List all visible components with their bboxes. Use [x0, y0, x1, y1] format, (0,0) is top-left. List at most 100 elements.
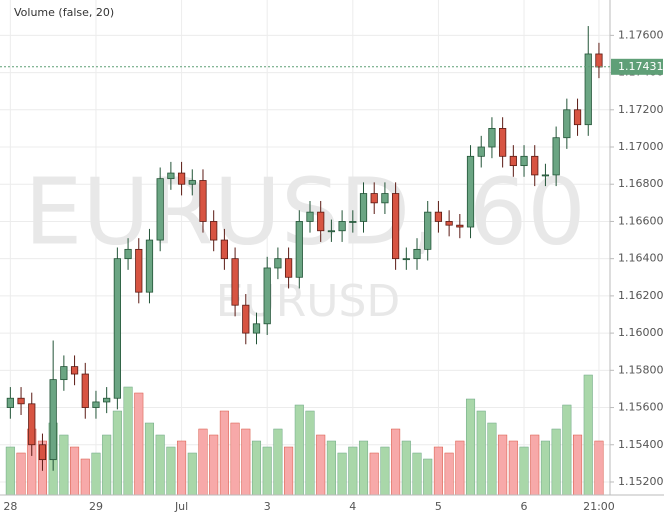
candle-body	[424, 211, 432, 250]
volume-bar	[455, 440, 465, 496]
x-tick-label: 6	[521, 500, 528, 513]
y-tick-label: 1.16600	[618, 214, 664, 227]
grid	[0, 0, 610, 495]
candle-body	[28, 403, 36, 446]
volume-bar	[508, 440, 518, 496]
candle-body	[488, 128, 496, 148]
volume-bar	[273, 428, 283, 496]
candle-body	[477, 146, 485, 157]
y-tick-label: 1.17600	[618, 28, 664, 41]
candle-body	[349, 221, 357, 223]
candle-body	[509, 155, 517, 167]
volume-bar	[16, 452, 26, 496]
candle-body	[381, 193, 389, 204]
candle-body	[252, 323, 261, 334]
candle-layer	[6, 26, 603, 471]
x-tick-label: 28	[3, 500, 17, 513]
volume-bar	[80, 458, 90, 496]
candle-body	[177, 172, 186, 185]
candle-body	[284, 258, 293, 278]
y-tick-label: 1.17000	[618, 140, 664, 153]
last-price-label: 1.17431	[618, 60, 664, 73]
candle-body	[231, 258, 239, 306]
volume-bar	[562, 404, 572, 496]
volume-bar	[423, 458, 433, 496]
candle-body	[584, 53, 592, 126]
y-tick-label: 1.16000	[618, 326, 664, 339]
volume-bar	[594, 440, 604, 496]
volume-bar	[91, 452, 101, 496]
volume-bar	[198, 428, 208, 496]
volume-bar	[487, 422, 497, 496]
volume-bar	[583, 374, 593, 496]
volume-bar	[391, 428, 401, 496]
volume-bar	[294, 404, 304, 496]
volume-bar	[519, 446, 529, 496]
y-tick-label: 1.17200	[618, 103, 664, 116]
candle-body	[188, 180, 196, 185]
volume-bar	[284, 446, 294, 496]
candle-body	[274, 258, 282, 269]
volume-bar	[433, 446, 443, 496]
volume-bar	[102, 434, 112, 496]
volume-bar	[5, 446, 15, 496]
volume-bar	[476, 410, 486, 496]
candle-body	[113, 258, 121, 399]
volume-bar	[209, 434, 219, 496]
x-tick-label: 5	[435, 500, 442, 513]
candle-body	[242, 304, 250, 334]
candle-body	[520, 155, 528, 167]
y-tick-label: 1.16400	[618, 252, 664, 265]
candle-body	[295, 221, 303, 278]
volume-bar	[144, 422, 155, 496]
x-tick-label: 21:00	[583, 500, 615, 513]
candle-body	[92, 401, 100, 408]
watermark: EURUSD, 60	[24, 158, 586, 265]
candle-body	[60, 366, 68, 381]
candle-body	[552, 137, 560, 176]
volume-bar	[123, 386, 133, 496]
candle-body	[17, 397, 25, 405]
volume-bar	[337, 452, 347, 496]
volume-bar	[465, 398, 476, 496]
candle-body	[338, 221, 346, 232]
volume-bar	[177, 440, 187, 496]
volume-bar	[412, 452, 422, 496]
last-price-box	[611, 58, 663, 75]
candle-body	[573, 109, 582, 126]
volume-bar	[358, 440, 369, 496]
y-tick-label: 1.15800	[618, 363, 664, 376]
volume-bar	[251, 440, 262, 496]
volume-bar	[134, 392, 144, 496]
candle-body	[434, 211, 443, 222]
candle-body	[124, 248, 132, 260]
volume-bar	[70, 446, 80, 496]
volume-layer	[5, 374, 604, 496]
candle-body	[359, 193, 368, 222]
y-tick-label: 1.15200	[618, 475, 664, 488]
volume-bar	[326, 440, 336, 496]
candle-body	[135, 248, 143, 293]
candle-body	[38, 444, 47, 461]
volume-bar	[112, 410, 122, 496]
volume-bar	[166, 446, 176, 496]
x-tick-label: 3	[264, 500, 271, 513]
candle-body	[220, 239, 228, 260]
volume-bar	[380, 446, 390, 496]
volume-bar	[498, 434, 508, 496]
volume-bar	[530, 434, 540, 496]
candle-body	[199, 180, 207, 222]
candle-body	[541, 174, 550, 177]
candle-body	[103, 397, 111, 403]
candle-body	[370, 193, 378, 204]
candle-body	[156, 178, 164, 241]
volume-bar	[305, 410, 315, 496]
y-tick-label: 1.16200	[618, 289, 664, 302]
candle-body	[6, 397, 14, 408]
y-tick-label: 1.15600	[618, 401, 664, 414]
candle-body	[145, 239, 154, 293]
volume-bar	[540, 440, 550, 496]
candle-body	[70, 366, 79, 375]
volume-bar	[401, 440, 411, 496]
